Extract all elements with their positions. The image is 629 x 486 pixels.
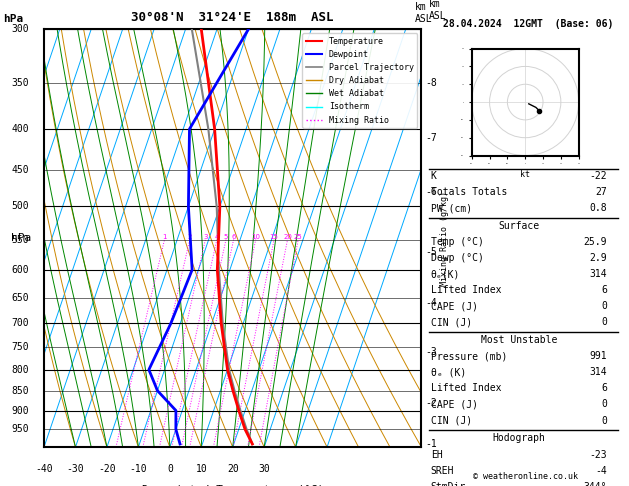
Text: -3: -3 bbox=[425, 347, 437, 357]
Text: 400: 400 bbox=[11, 124, 29, 134]
Text: -4: -4 bbox=[425, 298, 437, 308]
Text: 3: 3 bbox=[203, 234, 208, 240]
Text: 20: 20 bbox=[283, 234, 292, 240]
Text: 2.9: 2.9 bbox=[589, 253, 607, 263]
Text: Lifted Index: Lifted Index bbox=[431, 285, 501, 295]
Text: 0: 0 bbox=[601, 317, 607, 328]
Text: 900: 900 bbox=[11, 405, 29, 416]
Text: 10: 10 bbox=[251, 234, 260, 240]
Text: K: K bbox=[431, 171, 437, 181]
Text: 0: 0 bbox=[601, 416, 607, 426]
Legend: Temperature, Dewpoint, Parcel Trajectory, Dry Adiabat, Wet Adiabat, Isotherm, Mi: Temperature, Dewpoint, Parcel Trajectory… bbox=[303, 34, 417, 128]
Text: 850: 850 bbox=[11, 386, 29, 396]
Text: CIN (J): CIN (J) bbox=[431, 317, 472, 328]
Text: Lifted Index: Lifted Index bbox=[431, 383, 501, 394]
Text: 5: 5 bbox=[224, 234, 228, 240]
Text: 25.9: 25.9 bbox=[584, 237, 607, 247]
Title: 30°08'N  31°24'E  188m  ASL: 30°08'N 31°24'E 188m ASL bbox=[131, 11, 334, 24]
Text: 500: 500 bbox=[11, 202, 29, 211]
Text: 991: 991 bbox=[589, 351, 607, 362]
Text: 600: 600 bbox=[11, 265, 29, 275]
Text: hPa: hPa bbox=[11, 233, 31, 243]
Text: -20: -20 bbox=[98, 464, 116, 474]
Text: 750: 750 bbox=[11, 342, 29, 352]
Text: StmDir: StmDir bbox=[431, 482, 466, 486]
Text: CAPE (J): CAPE (J) bbox=[431, 301, 478, 312]
Text: θₑ(K): θₑ(K) bbox=[431, 269, 460, 279]
Text: -4: -4 bbox=[595, 466, 607, 476]
Text: 300: 300 bbox=[11, 24, 29, 34]
Text: 2: 2 bbox=[187, 234, 192, 240]
Text: 0: 0 bbox=[601, 399, 607, 410]
Text: 950: 950 bbox=[11, 424, 29, 434]
Text: -1: -1 bbox=[425, 439, 437, 449]
Text: 20: 20 bbox=[227, 464, 238, 474]
Text: Most Unstable: Most Unstable bbox=[481, 335, 557, 345]
Text: -22: -22 bbox=[589, 171, 607, 181]
Text: -10: -10 bbox=[130, 464, 147, 474]
Text: 344°: 344° bbox=[584, 482, 607, 486]
Text: Pressure (mb): Pressure (mb) bbox=[431, 351, 507, 362]
Text: km
ASL: km ASL bbox=[415, 2, 433, 24]
Text: 650: 650 bbox=[11, 293, 29, 303]
Text: 314: 314 bbox=[589, 269, 607, 279]
Text: PW (cm): PW (cm) bbox=[431, 203, 472, 213]
Text: CAPE (J): CAPE (J) bbox=[431, 399, 478, 410]
X-axis label: kt: kt bbox=[520, 170, 530, 179]
Text: -8: -8 bbox=[425, 78, 437, 87]
Text: Mixing Ratio (g/kg): Mixing Ratio (g/kg) bbox=[440, 191, 448, 286]
Text: -23: -23 bbox=[589, 450, 607, 460]
Text: -2: -2 bbox=[425, 398, 437, 408]
Text: Temp (°C): Temp (°C) bbox=[431, 237, 484, 247]
Text: 15: 15 bbox=[270, 234, 279, 240]
Text: θₑ (K): θₑ (K) bbox=[431, 367, 466, 378]
Text: 0: 0 bbox=[601, 301, 607, 312]
Text: km
ASL: km ASL bbox=[429, 0, 447, 21]
Text: 550: 550 bbox=[11, 235, 29, 244]
Text: EH: EH bbox=[431, 450, 443, 460]
Text: 28.04.2024  12GMT  (Base: 06): 28.04.2024 12GMT (Base: 06) bbox=[443, 19, 613, 30]
Text: 800: 800 bbox=[11, 364, 29, 375]
Text: 25: 25 bbox=[294, 234, 303, 240]
Text: -7: -7 bbox=[425, 133, 437, 142]
Text: -30: -30 bbox=[67, 464, 84, 474]
Text: 0.8: 0.8 bbox=[589, 203, 607, 213]
Text: Dewp (°C): Dewp (°C) bbox=[431, 253, 484, 263]
Text: -5: -5 bbox=[425, 247, 437, 257]
Text: SREH: SREH bbox=[431, 466, 454, 476]
Text: 350: 350 bbox=[11, 78, 29, 87]
Text: Totals Totals: Totals Totals bbox=[431, 187, 507, 197]
Text: 27: 27 bbox=[595, 187, 607, 197]
Text: 1: 1 bbox=[162, 234, 167, 240]
Text: 700: 700 bbox=[11, 318, 29, 329]
Text: Hodograph: Hodograph bbox=[493, 433, 545, 443]
Text: 0: 0 bbox=[167, 464, 173, 474]
Text: -6: -6 bbox=[425, 187, 437, 197]
Text: CIN (J): CIN (J) bbox=[431, 416, 472, 426]
Text: 6: 6 bbox=[231, 234, 236, 240]
Text: hPa: hPa bbox=[3, 14, 23, 24]
Text: 314: 314 bbox=[589, 367, 607, 378]
Text: Dewpoint / Temperature (°C): Dewpoint / Temperature (°C) bbox=[142, 485, 324, 486]
Text: 450: 450 bbox=[11, 165, 29, 175]
Text: Surface: Surface bbox=[498, 221, 540, 231]
Text: 10: 10 bbox=[196, 464, 207, 474]
Text: 30: 30 bbox=[259, 464, 270, 474]
Text: 6: 6 bbox=[601, 383, 607, 394]
Text: © weatheronline.co.uk: © weatheronline.co.uk bbox=[473, 472, 577, 481]
Text: 4: 4 bbox=[214, 234, 219, 240]
Text: -40: -40 bbox=[35, 464, 53, 474]
Text: 6: 6 bbox=[601, 285, 607, 295]
